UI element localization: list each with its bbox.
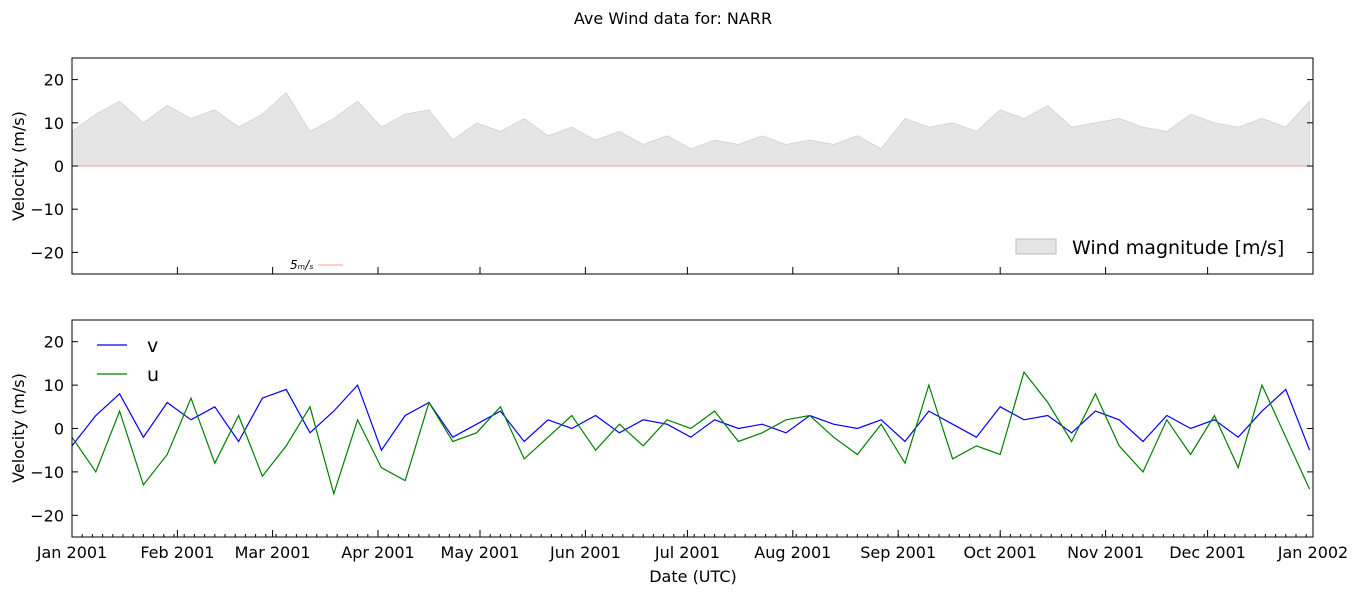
bottom-panel: 20 10 0 −10 −20 Jan 2001 Feb 2001 Mar 2001 Apr …: [9, 267, 1348, 586]
xtick-label: Oct 2001: [963, 543, 1036, 562]
bottom-ytick-label: 0: [54, 420, 64, 439]
xtick-label: Jan 2001: [36, 543, 107, 562]
legend-label-u: u: [147, 364, 159, 386]
bottom-legend: v u: [97, 335, 159, 386]
xtick-label: Apr 2001: [341, 543, 414, 562]
bottom-x-axis: Jan 2001 Feb 2001 Mar 2001 Apr 2001 May 2001…: [36, 267, 1348, 562]
bottom-axes-frame: [71, 319, 1314, 538]
xtick-label: Dec 2001: [1169, 543, 1246, 562]
top-ytick-label: 20: [44, 71, 64, 90]
xtick-label: Mar 2001: [235, 543, 311, 562]
top-ytick-label: −20: [30, 243, 64, 262]
quiver-key: 5ₘ/ₛ: [290, 258, 343, 272]
bottom-ytick-label: 20: [44, 333, 64, 352]
legend-swatch-wind-magnitude: [1015, 238, 1057, 255]
top-ytick-label: 10: [44, 114, 64, 133]
xtick-label: Jun 2001: [549, 543, 621, 562]
top-y-axis-label: Velocity (m/s): [9, 111, 28, 221]
top-legend: Wind magnitude [m/s]: [1015, 237, 1284, 259]
bottom-ytick-label: −20: [30, 506, 64, 525]
top-ytick-label: 0: [54, 157, 64, 176]
top-panel: 20 10 0 −10 −20 Velocity (m/s) Wind magnitud…: [9, 57, 1314, 275]
bottom-plot-area: [71, 370, 1311, 496]
bottom-ytick-label: 10: [44, 376, 64, 395]
quiver-key-label: 5ₘ/ₛ: [290, 258, 314, 272]
top-ytick-label: −10: [30, 200, 64, 219]
xtick-label: Sep 2001: [860, 543, 936, 562]
legend-label-wind-magnitude: Wind magnitude [m/s]: [1072, 237, 1284, 259]
series-line-u: [71, 370, 1311, 496]
xtick-label: Jan 2002: [1277, 543, 1348, 562]
legend-label-v: v: [147, 335, 158, 357]
series-line-v: [71, 383, 1311, 452]
top-y-axis: 20 10 0 −10 −20: [30, 71, 1313, 262]
xtick-label: May 2001: [441, 543, 520, 562]
wind-magnitude-area: [71, 92, 1310, 167]
xtick-label: Feb 2001: [140, 543, 214, 562]
bottom-ytick-label: −10: [30, 463, 64, 482]
xtick-label: Nov 2001: [1067, 543, 1144, 562]
xtick-label: Jul 2001: [654, 543, 720, 562]
bottom-y-axis-label: Velocity (m/s): [9, 373, 28, 483]
chart-title: Ave Wind data for: NARR: [574, 9, 772, 28]
bottom-x-axis-label: Date (UTC): [649, 567, 737, 586]
top-plot-area: [71, 92, 1313, 167]
xtick-label: Aug 2001: [754, 543, 831, 562]
bottom-y-axis: 20 10 0 −10 −20: [30, 333, 1313, 525]
